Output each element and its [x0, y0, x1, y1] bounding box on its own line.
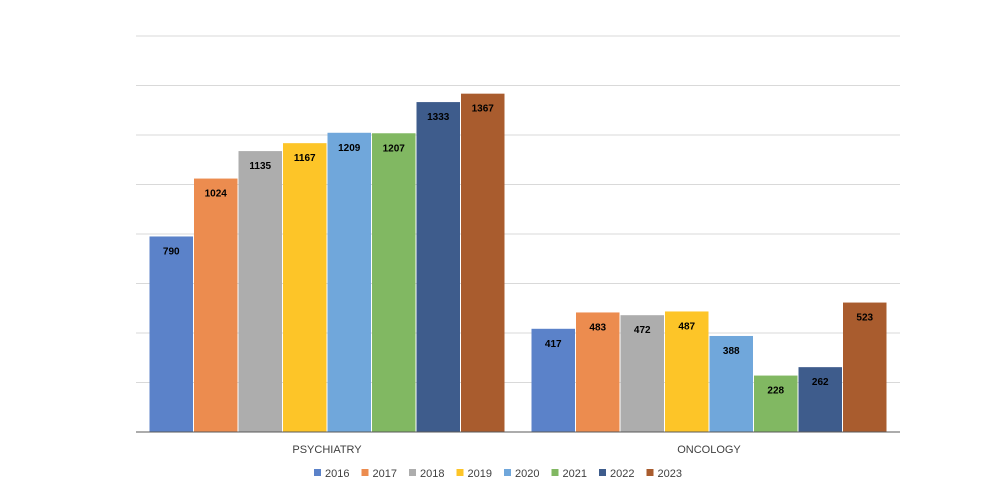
bar-oncology-2021	[754, 375, 798, 432]
data-label-oncology-2019: 487	[678, 321, 695, 332]
bar-oncology-2017	[576, 312, 620, 432]
legend-label-2021: 2021	[563, 468, 587, 480]
data-label-oncology-2018: 472	[634, 325, 651, 336]
bar-psychiatry-2016	[149, 236, 193, 432]
legend-swatch-2019	[456, 469, 464, 476]
category-label-psychiatry: PSYCHIATRY	[292, 444, 362, 456]
legend-swatch-2018	[409, 469, 416, 476]
bar-oncology-2016	[531, 328, 575, 432]
legend-label-2016: 2016	[325, 468, 349, 480]
bar-oncology-2022	[798, 367, 842, 432]
bar-oncology-2019	[665, 311, 709, 432]
legend-label-2023: 2023	[658, 468, 682, 480]
legend-label-2019: 2019	[468, 468, 492, 480]
data-label-psychiatry-2019: 1167	[294, 153, 316, 164]
bar-psychiatry-2019	[283, 143, 327, 433]
data-label-oncology-2021: 228	[767, 386, 784, 397]
data-label-psychiatry-2016: 790	[163, 246, 180, 257]
data-label-psychiatry-2020: 1209	[338, 143, 361, 154]
data-label-psychiatry-2022: 1333	[427, 112, 450, 123]
data-label-oncology-2017: 483	[589, 322, 606, 333]
bar-psychiatry-2018	[238, 151, 282, 432]
data-label-oncology-2016: 417	[545, 339, 562, 350]
bar-psychiatry-2023	[461, 93, 505, 432]
legend-swatch-2017	[361, 469, 369, 476]
bars	[149, 93, 887, 433]
bar-psychiatry-2021	[372, 133, 416, 432]
legend-swatch-2016	[314, 469, 321, 476]
legend-swatch-2023	[646, 469, 654, 476]
legend-swatch-2020	[504, 469, 511, 476]
category-label-oncology: ONCOLOGY	[677, 444, 741, 456]
category-labels: PSYCHIATRY ONCOLOGY	[292, 444, 741, 456]
legend-label-2018: 2018	[420, 468, 444, 480]
bar-psychiatry-2020	[327, 132, 371, 432]
legend: 2016 2017 2018 2019 2020 2021 2022 2023	[314, 468, 682, 480]
data-label-oncology-2020: 388	[723, 346, 740, 357]
data-labels: 790 1024 1135 1167 1209 1207 1333 1367 417 483 472…	[163, 104, 874, 397]
data-label-psychiatry-2017: 1024	[205, 189, 228, 200]
bar-psychiatry-2022	[416, 102, 460, 433]
bar-oncology-2018	[620, 315, 664, 432]
legend-label-2017: 2017	[373, 468, 397, 480]
bar-oncology-2023	[843, 302, 887, 432]
data-label-psychiatry-2021: 1207	[383, 143, 406, 154]
bar-oncology-2020	[709, 335, 753, 432]
legend-swatch-2021	[551, 469, 559, 476]
legend-label-2022: 2022	[610, 468, 634, 480]
data-label-oncology-2023: 523	[856, 313, 873, 324]
data-label-oncology-2022: 262	[812, 377, 829, 388]
data-label-psychiatry-2018: 1135	[249, 161, 271, 172]
bar-psychiatry-2017	[194, 178, 238, 432]
legend-label-2020: 2020	[515, 468, 539, 480]
data-label-psychiatry-2023: 1367	[472, 104, 495, 115]
legend-swatch-2022	[599, 469, 606, 476]
